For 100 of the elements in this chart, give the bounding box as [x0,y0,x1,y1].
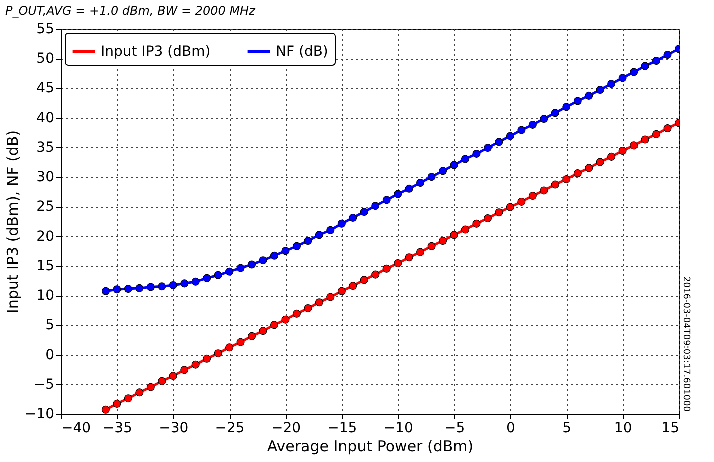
point [372,270,380,279]
point [472,150,481,158]
point [551,109,560,118]
y-tick-label: 0 [46,347,54,364]
point [450,231,458,240]
y-tick-label: 10 [36,288,54,304]
x-tick-label: 10 [614,420,632,436]
point [540,115,548,124]
legend-label: Input IP3 (dBm) [101,44,211,60]
point [158,282,166,291]
point [428,173,436,182]
point [652,56,661,65]
x-tick-label: 5 [562,420,572,436]
point [596,86,604,94]
point [158,377,166,386]
point [102,287,110,296]
point [428,242,436,250]
point [608,80,616,88]
point [136,284,144,292]
point [113,286,122,294]
y-tick-label: −5 [34,376,54,393]
point [472,220,481,228]
point [664,124,672,133]
point [248,332,256,340]
point [518,126,526,134]
point [113,400,122,408]
x-tick-label: −10 [384,420,414,436]
point [551,180,560,189]
point [495,208,504,217]
point [630,68,638,76]
y-tick-label: 45 [36,80,54,97]
point [416,248,425,256]
point [326,226,335,234]
point [360,276,368,284]
point [450,161,458,170]
y-axis-title: Input IP3 (dBm), NF (dB) [4,130,22,314]
x-tick-label: 15 [662,420,680,436]
y-tick-label: 15 [36,258,54,274]
point [292,242,301,250]
x-tick-label: −25 [215,420,245,436]
point [259,327,268,336]
point [304,237,312,246]
point [315,231,324,240]
legend-label: NF (dB) [276,44,328,60]
point [214,271,222,280]
point [562,103,571,112]
point [236,338,245,346]
point [203,354,212,363]
point [664,51,672,60]
point [180,366,189,374]
point [146,283,155,292]
x-tick-label: −20 [271,420,301,436]
point [360,208,368,216]
y-tick-label: 30 [36,170,54,186]
point [618,74,627,82]
point [618,147,627,156]
point [124,394,132,403]
point [382,196,391,204]
point [608,152,616,161]
x-tick-label: −15 [328,420,358,436]
point [416,179,425,187]
point [462,155,470,164]
point [203,274,212,282]
point [585,92,594,100]
point [282,247,290,256]
point [349,282,358,290]
y-tick-label: 35 [36,140,54,156]
point [574,97,582,106]
point [484,144,492,152]
point [528,192,537,200]
point [259,256,268,265]
chart-title: P_OUT,AVG = +1.0 dBm, BW = 2000 MHz [5,4,256,18]
point [226,344,234,352]
point [282,316,290,324]
point [506,203,514,212]
point [326,293,335,302]
point [248,260,256,269]
point [136,388,144,397]
x-tick-label: −5 [444,420,466,436]
x-axis-title: Average Input Power (dBm) [267,438,474,456]
y-tick-label: 40 [36,110,54,126]
point [528,120,537,129]
point [405,184,414,193]
point [382,264,391,273]
y-tick-label: 50 [36,51,54,68]
point [146,383,155,392]
point [270,252,278,260]
point [462,226,470,234]
point [349,214,358,222]
point [214,350,222,358]
point [562,175,571,184]
point [652,130,661,138]
point [484,214,492,223]
text: 2016-03-04T09:03:17.601000 [681,276,691,412]
point [394,190,402,198]
point [439,167,448,176]
point [169,281,178,290]
y-tick-label: 55 [36,22,54,38]
point [518,198,526,206]
point [236,264,245,272]
